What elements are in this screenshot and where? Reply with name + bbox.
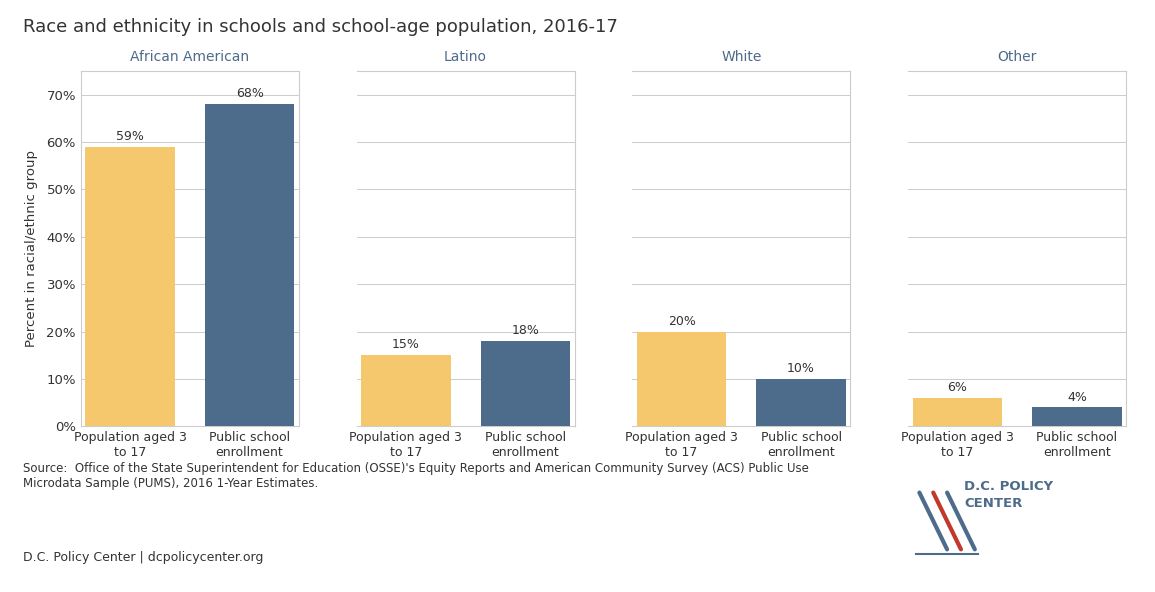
Text: D.C. POLICY
CENTER: D.C. POLICY CENTER <box>964 480 1053 510</box>
Bar <box>85 147 174 426</box>
Title: Latino: Latino <box>445 50 487 65</box>
Bar <box>912 398 1003 426</box>
Text: 4%: 4% <box>1067 391 1087 404</box>
Text: 68%: 68% <box>236 88 263 101</box>
Bar <box>480 341 571 426</box>
Text: Race and ethnicity in schools and school-age population, 2016-17: Race and ethnicity in schools and school… <box>23 18 618 36</box>
Bar <box>757 379 845 426</box>
Bar <box>1033 407 1122 426</box>
Bar <box>204 104 295 426</box>
Text: 10%: 10% <box>788 362 815 375</box>
Title: Other: Other <box>998 50 1037 65</box>
Text: 6%: 6% <box>947 381 968 394</box>
Text: D.C. Policy Center | dcpolicycenter.org: D.C. Policy Center | dcpolicycenter.org <box>23 551 263 564</box>
Text: 20%: 20% <box>668 315 695 328</box>
Bar <box>362 355 450 426</box>
Text: 59%: 59% <box>117 130 144 143</box>
Text: 15%: 15% <box>392 339 419 352</box>
Title: African American: African American <box>131 50 249 65</box>
Text: Source:  Office of the State Superintendent for Education (OSSE)'s Equity Report: Source: Office of the State Superintende… <box>23 462 808 490</box>
Y-axis label: Percent in racial/ethnic group: Percent in racial/ethnic group <box>25 150 38 347</box>
Bar <box>636 332 726 426</box>
Text: 18%: 18% <box>512 324 539 337</box>
Title: White: White <box>721 50 761 65</box>
